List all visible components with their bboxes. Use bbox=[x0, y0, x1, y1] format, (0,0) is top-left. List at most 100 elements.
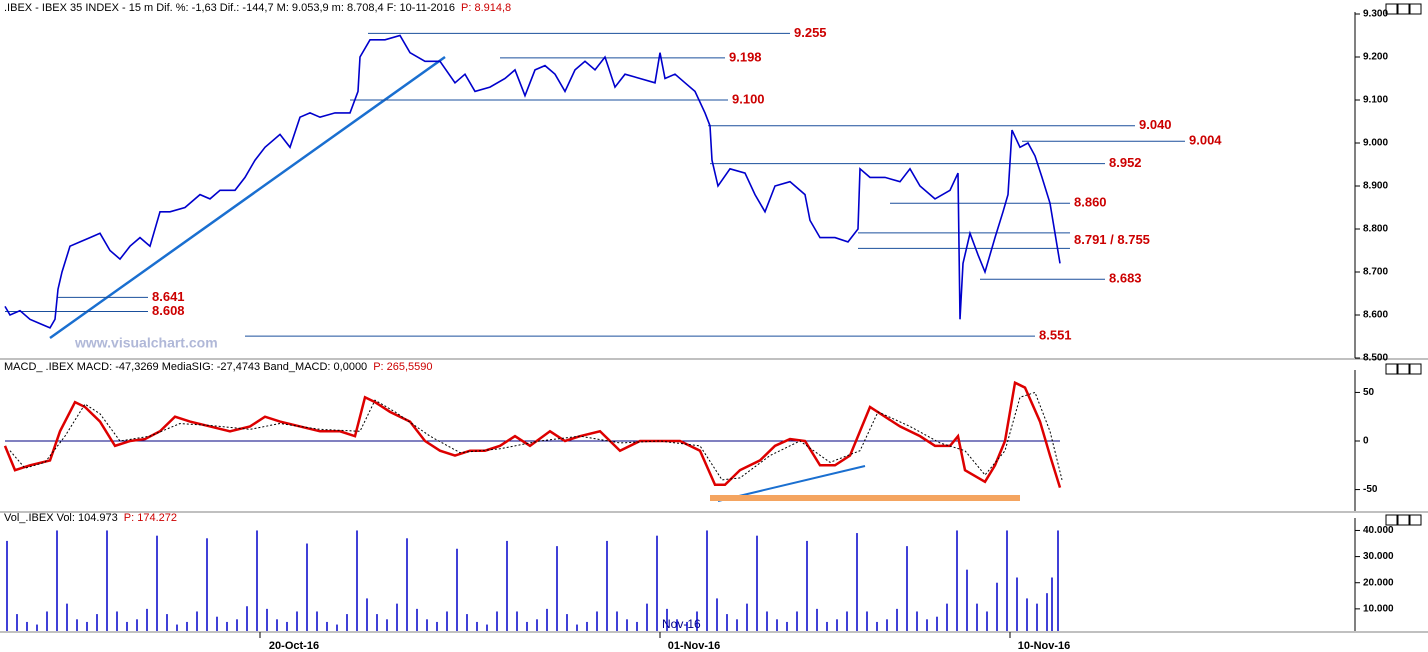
volume-bar bbox=[646, 603, 648, 631]
volume-bar bbox=[246, 606, 248, 631]
close-button[interactable] bbox=[1409, 514, 1422, 526]
level-label: 9.255 bbox=[794, 25, 827, 40]
volume-bar bbox=[46, 611, 48, 631]
y-tick-label: 8.700 bbox=[1363, 267, 1388, 278]
volume-bar bbox=[696, 611, 698, 631]
watermark: www.visualchart.com bbox=[74, 335, 218, 351]
volume-bar bbox=[776, 619, 778, 631]
volume-bar bbox=[76, 619, 78, 631]
volume-bar bbox=[96, 614, 98, 631]
volume-bar bbox=[126, 621, 128, 631]
level-label: 9.040 bbox=[1139, 117, 1172, 132]
volume-bar bbox=[806, 540, 808, 631]
level-label: 8.791 / 8.755 bbox=[1074, 232, 1150, 247]
volume-bar bbox=[146, 608, 148, 631]
minimize-button[interactable] bbox=[1385, 363, 1398, 375]
volume-bar bbox=[256, 530, 258, 631]
volume-bar bbox=[1036, 603, 1038, 631]
volume-bar bbox=[186, 621, 188, 631]
volume-bar bbox=[526, 621, 528, 631]
volume-bar bbox=[846, 611, 848, 631]
y-tick-label: -50 bbox=[1363, 484, 1378, 495]
volume-bar bbox=[756, 535, 758, 631]
y-tick-label: 0 bbox=[1363, 436, 1369, 447]
volume-bar bbox=[1057, 530, 1059, 631]
volume-bar bbox=[236, 619, 238, 631]
level-label: 9.198 bbox=[729, 49, 762, 64]
volume-bar bbox=[156, 535, 158, 631]
volume-bar bbox=[66, 603, 68, 631]
volume-bar bbox=[496, 611, 498, 631]
y-tick-label: 9.200 bbox=[1363, 52, 1388, 63]
y-tick-label: 8.900 bbox=[1363, 181, 1388, 192]
window-buttons[interactable] bbox=[1385, 3, 1422, 526]
volume-bar bbox=[726, 614, 728, 631]
close-button[interactable] bbox=[1409, 3, 1422, 15]
volume-bar bbox=[836, 619, 838, 631]
volume-bar bbox=[626, 619, 628, 631]
y-tick-label: 50 bbox=[1363, 387, 1375, 398]
volume-bar bbox=[176, 624, 178, 631]
panel-title: MACD_ .IBEX MACD: -47,3269 MediaSIG: -27… bbox=[4, 361, 367, 373]
minimize-button[interactable] bbox=[1385, 3, 1398, 15]
volume-bar bbox=[226, 621, 228, 631]
volume-bar bbox=[976, 603, 978, 631]
panel-price: P: 174.272 bbox=[124, 512, 177, 524]
volume-bar bbox=[656, 535, 658, 631]
volume-bar bbox=[6, 540, 8, 631]
level-label: 9.004 bbox=[1189, 133, 1222, 148]
volume-bar bbox=[296, 611, 298, 631]
volume-bar bbox=[116, 611, 118, 631]
volume-bar bbox=[446, 611, 448, 631]
panel-title: .IBEX - IBEX 35 INDEX - 15 m Dif. %: -1,… bbox=[4, 2, 455, 14]
y-tick-label: 9.300 bbox=[1363, 9, 1388, 20]
x-tick-label: 01-Nov-16 bbox=[668, 640, 721, 652]
volume-bar bbox=[766, 611, 768, 631]
volume-bar bbox=[576, 624, 578, 631]
close-button[interactable] bbox=[1409, 363, 1422, 375]
volume-bar bbox=[746, 603, 748, 631]
volume-bar bbox=[936, 616, 938, 631]
volume-bar bbox=[466, 614, 468, 631]
volume-bar bbox=[516, 611, 518, 631]
y-tick-label: 8.600 bbox=[1363, 310, 1388, 321]
plot bbox=[6, 530, 1059, 631]
maximize-button[interactable] bbox=[1397, 3, 1410, 15]
level-label: 8.952 bbox=[1109, 155, 1142, 170]
volume-bar bbox=[546, 608, 548, 631]
volume-bar bbox=[926, 619, 928, 631]
volume-bar bbox=[896, 608, 898, 631]
volume-bar bbox=[996, 582, 998, 631]
volume-bar bbox=[736, 619, 738, 631]
volume-bar bbox=[346, 614, 348, 631]
volume-bar bbox=[316, 611, 318, 631]
volume-bar bbox=[286, 621, 288, 631]
maximize-button[interactable] bbox=[1397, 363, 1410, 375]
y-tick-label: 9.100 bbox=[1363, 95, 1388, 106]
volume-bar bbox=[1046, 593, 1048, 631]
panel-price: P: 265,5590 bbox=[373, 361, 432, 373]
volume-bar bbox=[676, 619, 678, 631]
volume-bar bbox=[946, 603, 948, 631]
panel-title: Vol_.IBEX Vol: 104.973 bbox=[4, 512, 118, 524]
maximize-button[interactable] bbox=[1397, 514, 1410, 526]
level-label: 8.551 bbox=[1039, 328, 1072, 343]
minimize-button[interactable] bbox=[1385, 514, 1398, 526]
volume-bar bbox=[886, 619, 888, 631]
y-tick-label: 9.000 bbox=[1363, 138, 1388, 149]
volume-bar bbox=[326, 621, 328, 631]
volume-bar bbox=[586, 621, 588, 631]
volume-bar bbox=[616, 611, 618, 631]
volume-bar bbox=[426, 619, 428, 631]
volume-bar bbox=[706, 530, 708, 631]
volume-bar bbox=[86, 621, 88, 631]
volume-bar bbox=[386, 619, 388, 631]
volume-bar bbox=[206, 538, 208, 631]
volume-bar bbox=[476, 621, 478, 631]
volume-bar bbox=[56, 530, 58, 631]
overlay-label: Nov-16 bbox=[662, 617, 701, 631]
volume-bar bbox=[566, 614, 568, 631]
volume-bar bbox=[396, 603, 398, 631]
volume-bar bbox=[816, 608, 818, 631]
